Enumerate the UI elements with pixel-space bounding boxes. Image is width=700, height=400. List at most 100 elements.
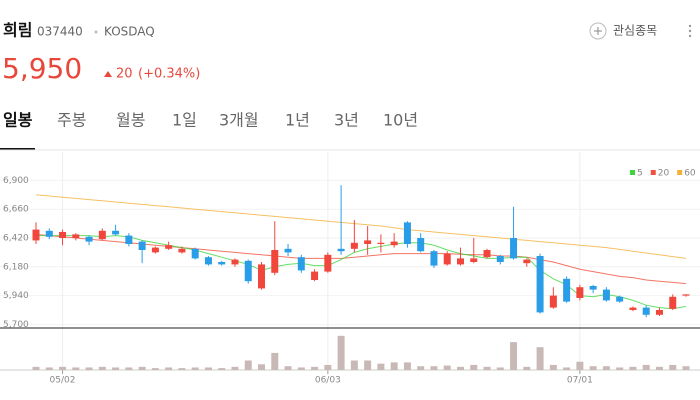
- price: 5,950: [2, 52, 82, 85]
- volume-bar: [98, 366, 106, 370]
- volume-bar: [151, 368, 159, 370]
- candle-body: [430, 251, 438, 266]
- tab[interactable]: 일봉: [3, 111, 33, 130]
- volume-bar: [324, 364, 332, 370]
- candle-body: [616, 296, 624, 302]
- candle-body: [682, 294, 690, 296]
- watch-button[interactable]: 관심종목: [589, 22, 657, 40]
- candle-body: [165, 245, 173, 249]
- candle-body: [284, 248, 292, 253]
- x-tick-label: 06/03: [315, 376, 341, 386]
- candle-body: [456, 258, 464, 265]
- legend-swatch: [677, 170, 683, 175]
- volume-bar: [430, 366, 438, 370]
- volume-bar: [403, 362, 411, 370]
- candle-body: [483, 250, 491, 258]
- candle-body: [417, 238, 425, 252]
- candle-body: [32, 229, 40, 241]
- volume-bar: [616, 367, 624, 370]
- legend-label: 5: [637, 169, 643, 179]
- volume-bar: [417, 366, 425, 370]
- volume-bar: [642, 364, 650, 370]
- stock-code: 037440: [37, 25, 83, 39]
- candle-body: [59, 232, 67, 238]
- volume-bar: [443, 365, 451, 370]
- volume-bar: [125, 367, 133, 370]
- tab[interactable]: 주봉: [57, 111, 86, 130]
- volume-bar: [390, 362, 398, 370]
- volume-bar: [284, 366, 292, 370]
- market: KOSDAQ: [104, 25, 155, 39]
- plus-sign: [594, 27, 602, 35]
- candle-body: [125, 235, 133, 244]
- up-arrow: [104, 71, 112, 77]
- candle-body: [311, 271, 319, 280]
- tabs: 일봉 주봉 월봉 1일 3개월 1년 3년 10년: [3, 111, 418, 130]
- y-tick-label: 5,940: [3, 291, 29, 301]
- tab[interactable]: 3개월: [219, 111, 259, 130]
- ma-line: [35, 194, 687, 259]
- x-tick-label: 07/01: [567, 376, 593, 386]
- volume-bar: [377, 363, 385, 370]
- legend-label: 20: [658, 169, 670, 179]
- candle-body: [231, 259, 239, 265]
- volume-bar: [682, 366, 690, 370]
- volume-bar: [470, 364, 478, 370]
- candle-body: [85, 236, 93, 242]
- candle-body: [244, 260, 252, 282]
- legend-swatch: [630, 170, 635, 175]
- candle-body: [178, 248, 186, 253]
- tab[interactable]: 1일: [172, 111, 197, 130]
- volume-bar: [311, 366, 319, 370]
- tab[interactable]: 10년: [383, 111, 418, 130]
- candle-body: [138, 241, 146, 250]
- volume-bar: [297, 367, 305, 370]
- volume-bar: [629, 366, 637, 370]
- tab[interactable]: 월봉: [116, 111, 145, 130]
- more-dot[interactable]: [688, 34, 692, 38]
- candle-body: [191, 248, 199, 259]
- candle-body: [297, 257, 305, 271]
- volume-bar: [271, 352, 279, 370]
- separator: [94, 30, 98, 34]
- more-dot[interactable]: [688, 24, 692, 28]
- watch-label[interactable]: 관심종목: [613, 24, 657, 38]
- chart: 5,700 5,940 6,180 6,420 6,660 6,900 05/02 06/03…: [0, 152, 700, 386]
- volume-bar: [483, 366, 491, 370]
- legend-label: 60: [684, 169, 696, 179]
- volume-bar: [496, 367, 504, 370]
- candle-body: [655, 310, 663, 315]
- candle-body: [390, 241, 398, 246]
- volume-bar: [231, 366, 239, 370]
- candle-body: [563, 278, 571, 302]
- more-dot[interactable]: [688, 29, 692, 33]
- volume-bar: [218, 368, 226, 370]
- volume-bar: [602, 366, 610, 370]
- candle-body: [364, 240, 372, 244]
- candle-body: [72, 234, 80, 238]
- volume-bar: [165, 367, 173, 370]
- volume-bar: [191, 367, 199, 370]
- candle-body: [629, 307, 637, 310]
- candle-body: [523, 259, 531, 264]
- volume-bar: [669, 364, 677, 370]
- candle-body: [576, 287, 584, 298]
- tab[interactable]: 1년: [285, 111, 310, 130]
- change-pct: (+0.34%): [138, 67, 200, 82]
- candle-body: [443, 253, 451, 265]
- candle-body: [151, 247, 159, 253]
- candle-body: [536, 256, 544, 313]
- y-tick-label: 6,420: [3, 234, 29, 244]
- ma-line: [35, 233, 687, 285]
- candle-body: [470, 258, 478, 262]
- candle-body: [350, 242, 358, 249]
- volume-bar: [244, 360, 252, 370]
- candle-body: [45, 230, 53, 237]
- volume-bar: [72, 367, 80, 370]
- volume-bar: [258, 364, 266, 370]
- candle-body: [377, 242, 385, 244]
- legend-swatch: [650, 170, 656, 175]
- tab[interactable]: 3년: [334, 111, 359, 130]
